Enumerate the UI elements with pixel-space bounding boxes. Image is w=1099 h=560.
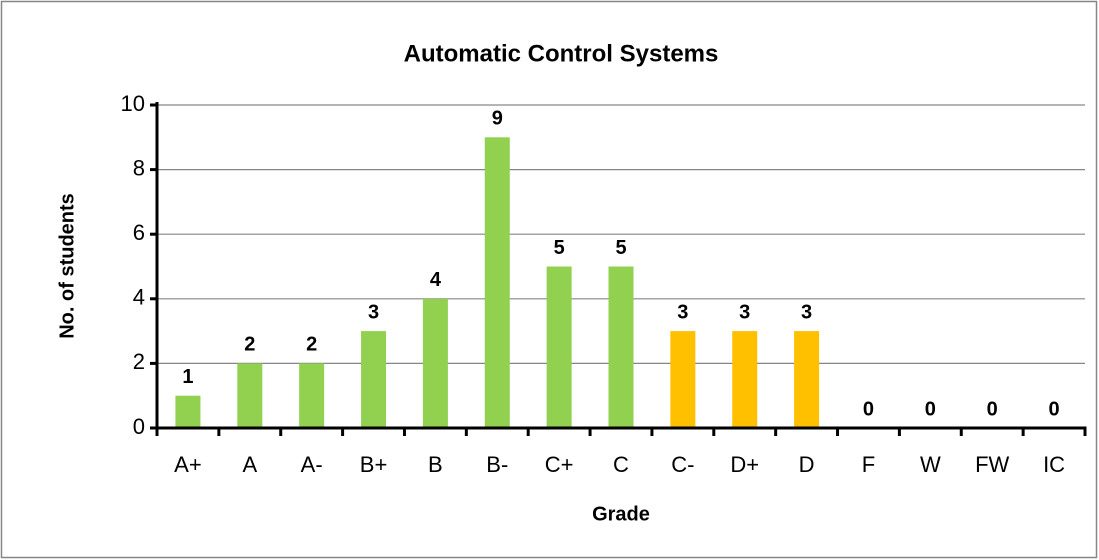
bar	[608, 266, 634, 428]
bar	[794, 331, 820, 428]
data-label: 0	[1049, 398, 1060, 420]
x-tick-label: D+	[730, 452, 759, 477]
data-label: 0	[863, 398, 874, 420]
x-tick-label: D	[799, 452, 815, 477]
chart-title: Automatic Control Systems	[404, 40, 719, 67]
data-label: 3	[739, 301, 750, 323]
data-label: 1	[182, 366, 193, 388]
x-tick-label: FW	[975, 452, 1009, 477]
x-tick-label: C-	[671, 452, 694, 477]
x-tick-label: IC	[1043, 452, 1065, 477]
x-axis-label: Grade	[592, 503, 650, 525]
data-label: 3	[677, 301, 688, 323]
data-label: 3	[368, 301, 379, 323]
x-tick-label: B	[428, 452, 443, 477]
data-label: 2	[306, 334, 317, 356]
x-tick-label: C	[613, 452, 629, 477]
data-label: 0	[987, 398, 998, 420]
data-label: 4	[430, 269, 442, 291]
x-tick-label: A+	[174, 452, 202, 477]
bar	[299, 363, 325, 428]
y-tick-label: 8	[133, 155, 145, 180]
bar	[361, 331, 387, 428]
data-label: 5	[615, 237, 626, 259]
data-label: 3	[801, 301, 812, 323]
x-tick-label: F	[862, 452, 875, 477]
y-axis-label: No. of students	[56, 193, 78, 339]
x-tick-label: W	[920, 452, 941, 477]
x-tick-label: C+	[545, 452, 574, 477]
data-label: 0	[925, 398, 936, 420]
y-tick-label: 10	[121, 91, 145, 116]
y-tick-label: 4	[133, 285, 145, 310]
y-tick-label: 0	[133, 414, 145, 439]
y-tick-label: 2	[133, 349, 145, 374]
x-tick-label: A	[242, 452, 257, 477]
bar	[422, 298, 448, 428]
bar	[237, 363, 263, 428]
data-label: 9	[492, 108, 503, 130]
x-tick-label: A-	[301, 452, 323, 477]
bar	[670, 331, 696, 428]
bar	[732, 331, 758, 428]
x-tick-label: B+	[360, 452, 388, 477]
bar	[546, 266, 572, 428]
bar	[175, 395, 201, 428]
data-label: 2	[244, 334, 255, 356]
x-tick-label: B-	[486, 452, 508, 477]
bar	[484, 137, 510, 429]
data-label: 5	[554, 237, 565, 259]
y-tick-label: 6	[133, 220, 145, 245]
